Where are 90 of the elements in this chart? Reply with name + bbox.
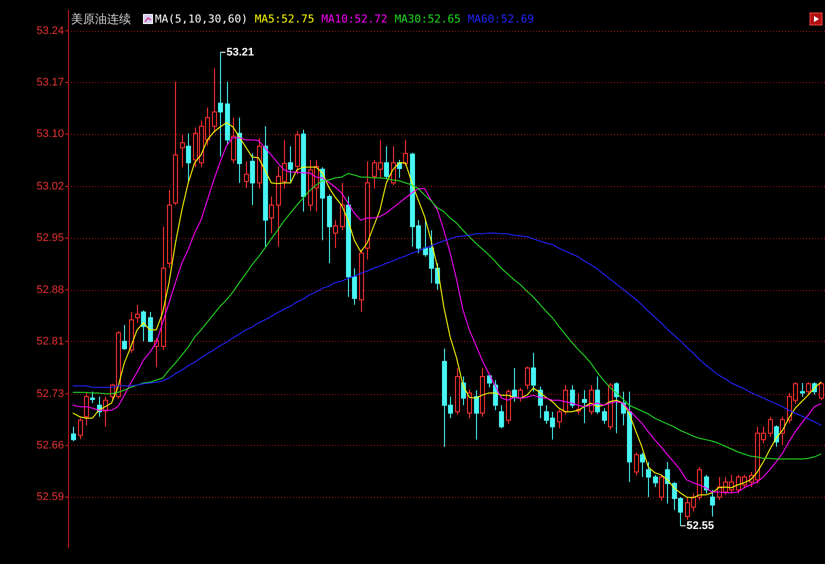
candlestick <box>180 134 185 168</box>
y-tick-label: 52.88 <box>36 284 64 296</box>
y-tick-label: 52.81 <box>36 335 64 348</box>
candlestick <box>710 489 715 517</box>
candlestick <box>659 474 664 502</box>
y-tick-label: 52.95 <box>36 232 64 244</box>
candlestick <box>320 166 325 241</box>
candlestick <box>346 196 351 298</box>
candlestick <box>84 392 89 426</box>
candlestick <box>173 81 178 206</box>
y-tick-label: 53.10 <box>36 128 64 140</box>
candlestick <box>499 404 504 429</box>
candlestick <box>576 392 581 416</box>
candlestick <box>340 182 345 231</box>
candlestick <box>250 152 255 206</box>
candlestick <box>78 418 83 440</box>
candlestick <box>653 474 658 488</box>
candlestick <box>269 196 274 234</box>
candlestick <box>218 52 223 157</box>
line-series <box>72 173 822 460</box>
y-tick-label: 52.66 <box>36 439 64 452</box>
candlestick <box>391 146 396 186</box>
candlestick <box>365 160 370 260</box>
candlestick <box>352 268 357 306</box>
candlestick <box>780 416 785 446</box>
candlestick <box>161 226 166 351</box>
legend: MA(5,10,30,60) MA5:52.75 MA10:52.72 MA30:52.65 MA60:52.69 <box>143 12 534 26</box>
candlestick <box>90 391 95 404</box>
y-tick-label: 53.17 <box>36 76 64 88</box>
candlestick <box>608 382 613 430</box>
candlestick <box>295 130 300 175</box>
candlestick <box>225 81 230 146</box>
candlestick <box>231 117 236 164</box>
y-tick-label: 53.02 <box>36 180 64 192</box>
candlestick <box>525 366 530 390</box>
candlestick <box>384 146 389 180</box>
candlestick <box>518 388 523 402</box>
candlestick <box>582 390 587 424</box>
candlestick <box>154 337 159 368</box>
candlestick <box>570 384 575 409</box>
candlestick <box>103 396 108 428</box>
candlestick <box>474 390 479 440</box>
candlestick <box>403 139 408 166</box>
candlestick <box>640 452 645 478</box>
candlestick <box>665 461 670 504</box>
candlestick <box>122 324 127 351</box>
candlestick <box>704 474 709 494</box>
candlestick <box>819 382 824 401</box>
candlestick <box>263 126 268 248</box>
candlestick <box>614 382 619 434</box>
candlestick <box>589 384 594 416</box>
annotation: 52.55 <box>680 520 714 532</box>
candlestick <box>512 367 517 402</box>
annotation: 53.21 <box>220 46 254 58</box>
candlestick <box>186 132 191 184</box>
candlestick <box>71 426 76 442</box>
annotation: 52.55 <box>686 520 714 532</box>
candlestick <box>480 367 485 418</box>
candlestick <box>212 68 217 134</box>
candlestick <box>768 416 773 438</box>
y-tick-label: 52.73 <box>36 388 64 400</box>
candlestick <box>257 138 262 190</box>
header: 美原油连续 <box>71 12 131 26</box>
candlestick <box>506 388 511 424</box>
candlestick <box>333 220 338 249</box>
candlestick <box>455 367 460 416</box>
annotation: 53.21 <box>226 46 254 58</box>
candlestick <box>244 160 249 188</box>
candlestick <box>167 190 172 269</box>
candlestick <box>602 408 607 424</box>
y-tick-label: 53.24 <box>36 24 64 37</box>
candlestick <box>646 461 651 498</box>
candlestick <box>135 304 140 324</box>
candlestick <box>148 312 153 343</box>
candlestick <box>634 452 639 476</box>
candlestick <box>237 117 242 184</box>
candlestick <box>141 310 146 342</box>
candlestick <box>129 312 134 354</box>
candlestick <box>800 382 805 398</box>
candlestick <box>288 146 293 182</box>
legend-title: MA(5,10,30,60) <box>155 12 248 26</box>
candlestick <box>301 129 306 212</box>
candlestick <box>359 249 364 312</box>
candlestick <box>531 352 536 392</box>
line-series <box>72 232 822 426</box>
candlestick <box>806 382 811 395</box>
y-tick-label: 52.59 <box>36 491 64 504</box>
candlestick <box>327 194 332 264</box>
candlestick <box>467 388 472 419</box>
candlestick <box>595 376 600 414</box>
